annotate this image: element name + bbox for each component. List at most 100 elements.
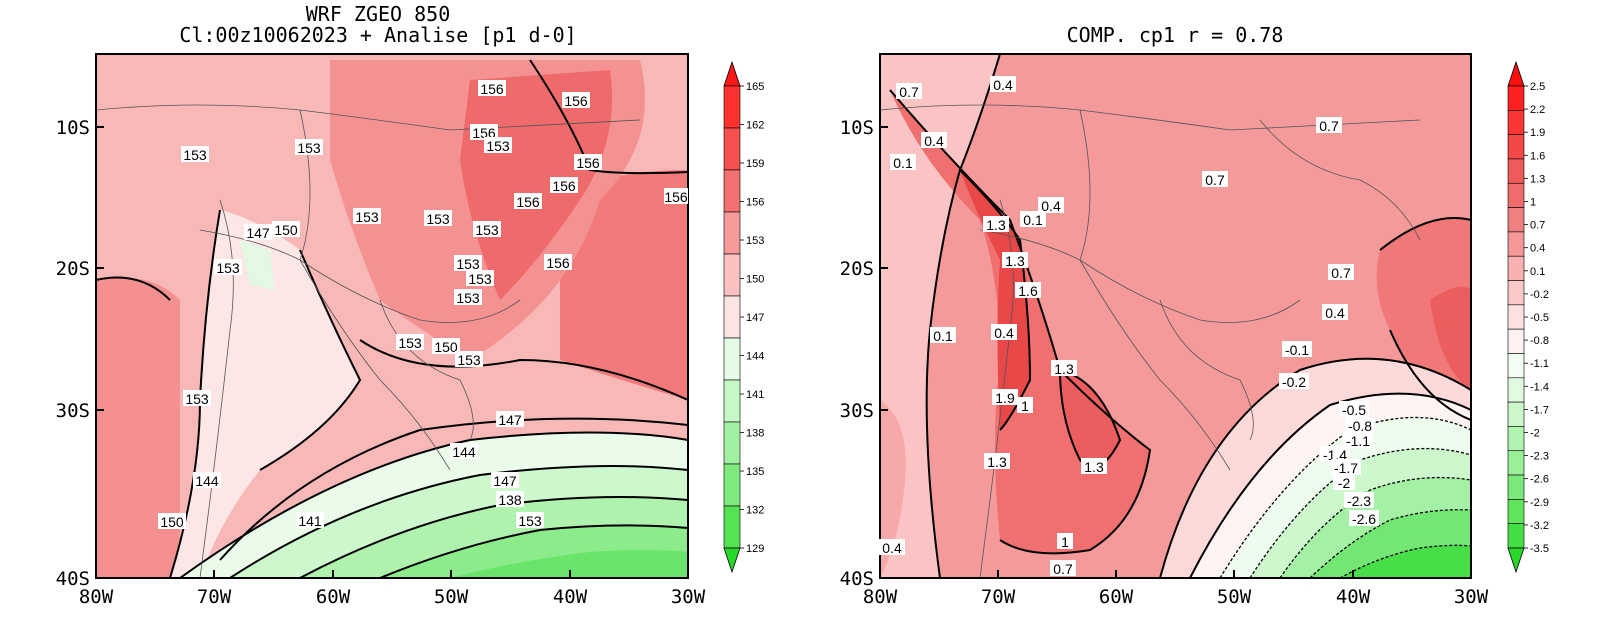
svg-text:1: 1 [1061,534,1069,550]
right-andes-core [960,170,1030,430]
left-andes-green [240,240,275,290]
svg-text:0.7: 0.7 [1053,561,1073,577]
left-title-line2: Cl:00z10062023 + Analise [p1 d-0] [179,23,576,47]
right-colorbar-label-8: 0.1 [1530,266,1545,278]
left-colorbar-swatch-2 [723,127,741,171]
left-y-tick-0: 10S [56,117,90,139]
svg-text:153: 153 [457,352,481,368]
right-x-tick-0: 80W [863,586,898,608]
right-clabel-4: 0.1 [890,154,916,171]
svg-text:153: 153 [468,271,492,287]
right-clabel-26: 1.3 [1081,458,1107,475]
right-clabel-11: 0.7 [1328,264,1354,281]
svg-text:156: 156 [664,189,688,205]
left-clabel-19: 153 [454,289,482,306]
left-colorbar-label-4: 153 [746,235,764,247]
right-map-field [880,54,1471,578]
right-colorbar-label-3: 1.6 [1530,150,1545,162]
left-contour-153a [96,276,171,301]
right-x-tick-1: 70W [981,586,1016,608]
left-clabel-21: 150 [432,338,460,355]
right-colorbar-swatch-1 [1507,85,1525,111]
left-y-tick-3: 40S [56,568,90,590]
right-colorbar-swatch-2 [1507,110,1525,135]
left-colorbar-label-9: 138 [746,428,764,440]
svg-text:-0.1: -0.1 [1285,342,1309,358]
svg-text:156: 156 [564,93,588,109]
left-colorbar-swatch-3 [723,169,741,213]
svg-text:0.4: 0.4 [882,540,902,556]
right-clabel-25: 1.3 [984,453,1010,470]
left-y-tick-group-3: 40S [56,568,90,590]
right-clabel-14: 0.4 [991,324,1017,341]
left-colorbar-swatch-8 [723,379,741,423]
right-colorbar-label-17: -2.6 [1530,474,1549,486]
svg-text:153: 153 [486,138,510,154]
left-colorbar-label-1: 162 [746,120,764,132]
svg-text:0.4: 0.4 [993,77,1013,93]
left-colorbar-swatch-5 [723,253,741,297]
left-clabel-14: 153 [473,221,501,238]
svg-text:1.3: 1.3 [1005,253,1025,269]
svg-text:1.6: 1.6 [1018,283,1038,299]
left-colorbar-swatch-6 [723,295,741,339]
left-x-tick-1: 70W [197,586,232,608]
svg-text:147: 147 [246,225,270,241]
right-clabel-1: 0.4 [990,76,1016,93]
left-clabel-24: 147 [496,411,524,428]
svg-text:0.1: 0.1 [933,328,953,344]
right-y-axis: 10S [840,117,888,139]
right-colorbar-top-arrow [1507,60,1525,87]
left-clabel-1: 156 [562,92,590,109]
right-clabel-16: -0.2 [1279,373,1309,390]
svg-text:156: 156 [480,81,504,97]
left-contour-andes-e [259,249,362,471]
left-south-135 [450,550,688,578]
left-x-tick-2: 60W [316,586,351,608]
left-contour-138 [379,524,688,578]
left-colorbar-label-2: 159 [746,158,764,170]
right-clabel-31: 1 [1057,533,1073,550]
right-border-1 [880,104,1421,131]
svg-text:0.7: 0.7 [1331,265,1351,281]
left-contour-labels: 156 156 153 156 153 156 156 153 156 153 … [158,80,688,530]
left-clabel-10: 156 [664,188,688,205]
svg-text:156: 156 [552,178,576,194]
left-clabel-16: 156 [544,254,572,271]
right-contour-13 [959,169,1032,431]
left-colorbar: 165 162 159 156 153 150 147 144 141 138 135 132 129 [723,60,764,574]
right-clabel-27: -2 [1333,474,1355,491]
left-contour-144 [229,465,688,578]
svg-text:153: 153 [426,211,450,227]
right-clabel-9: 1.3 [1002,252,1028,269]
left-clabel-23: 153 [183,390,211,407]
left-colorbar-swatch-9 [723,421,741,465]
left-clabel-27: 141 [296,512,324,529]
right-colorbar-label-18: -2.9 [1530,497,1549,509]
right-colorbar-label-4: 1.3 [1530,173,1545,185]
left-colorbar-label-12: 129 [746,543,764,555]
right-colorbar-swatch-8 [1507,255,1525,281]
svg-text:153: 153 [398,335,422,351]
right-colorbar-swatch-18 [1507,499,1525,524]
svg-text:150: 150 [274,222,298,238]
svg-text:144: 144 [452,444,476,460]
svg-text:147: 147 [498,412,522,428]
right-colorbar-label-13: -1.4 [1530,381,1549,393]
left-clabel-13: 153 [424,210,452,227]
right-colorbar-label-11: -0.8 [1530,335,1549,347]
right-south-neg6 [1340,545,1471,578]
right-clabel-20: -0.5 [1339,401,1369,418]
left-clabel-5: 156 [574,154,602,171]
right-west-ocean [880,54,1000,578]
right-x-axis: 80W 70W 60W 50W 40W 30W [863,570,1489,608]
svg-text:0.7: 0.7 [1205,172,1225,188]
right-border-2 [1079,109,1231,471]
left-y-tick-group-1: 20S [56,258,104,280]
svg-text:1.9: 1.9 [995,390,1015,406]
svg-text:0.4: 0.4 [924,133,944,149]
right-y-tick-group-2: 30S [840,400,888,422]
right-clabel-22: -1.1 [1343,432,1373,449]
left-clabel-29: 153 [516,512,544,529]
svg-text:0.7: 0.7 [1319,118,1339,134]
